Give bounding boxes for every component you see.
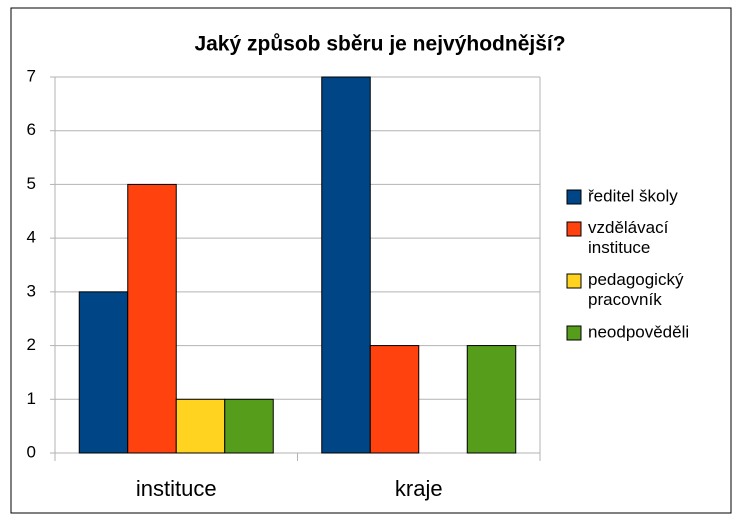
bar — [321, 76, 371, 454]
y-tick-label: 2 — [27, 335, 36, 354]
legend-swatch — [566, 273, 582, 289]
y-tick-label: 1 — [27, 389, 36, 408]
y-tick-label: 5 — [27, 174, 36, 193]
bar — [224, 398, 274, 454]
y-tick-label: 4 — [27, 228, 36, 247]
y-tick-label: 3 — [27, 281, 36, 300]
legend-label: pedagogický pracovník — [588, 270, 684, 309]
bar — [127, 183, 177, 454]
chart-title: Jaký způsob sběru je nejvýhodnější? — [194, 33, 565, 56]
legend-label: ředitel školy — [588, 186, 678, 205]
bar — [466, 345, 517, 454]
x-tick-label: instituce — [136, 476, 217, 501]
y-tick-label: 6 — [27, 120, 36, 139]
legend-swatch — [566, 221, 582, 237]
y-tick-label: 7 — [27, 66, 36, 85]
x-tick-label: kraje — [395, 476, 443, 501]
legend-label: neodpověděli — [588, 322, 689, 341]
bar — [78, 291, 129, 454]
legend-label: vzdělávací instituce — [588, 218, 669, 257]
bar — [175, 398, 226, 454]
y-tick-label: 0 — [27, 442, 36, 461]
legend-swatch — [566, 189, 582, 205]
legend-swatch — [566, 325, 582, 341]
bar — [369, 345, 420, 454]
